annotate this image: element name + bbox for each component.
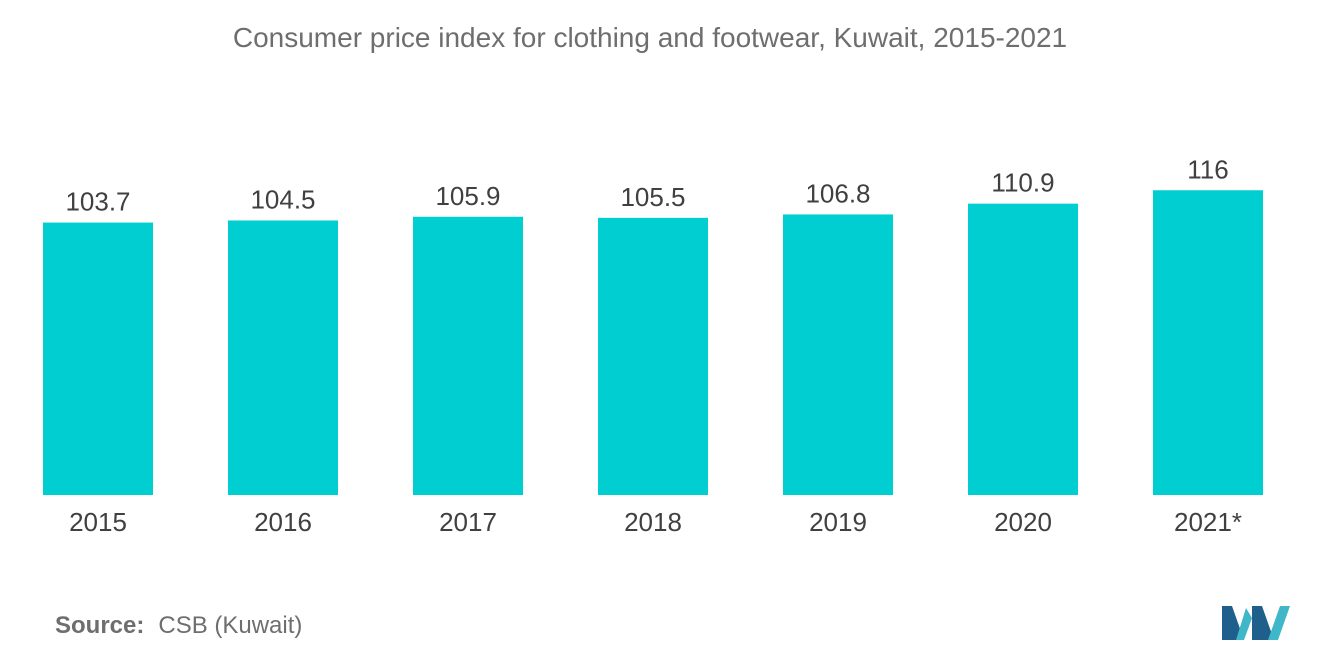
x-tick-label-2017: 2017	[439, 507, 497, 537]
value-label-2019: 106.8	[805, 178, 870, 208]
value-label-2020: 110.9	[991, 168, 1054, 198]
bar-2021*	[1153, 190, 1263, 495]
x-tick-label-2018: 2018	[624, 507, 682, 537]
value-label-2018: 105.5	[620, 182, 685, 212]
x-tick-label-2020: 2020	[994, 507, 1052, 537]
value-label-2016: 104.5	[250, 184, 315, 214]
bars-group	[43, 190, 1263, 496]
bar-chart: 103.7 104.5 105.9 105.5 106.8 110.9 116 2015 20…	[43, 154, 1263, 537]
bar-2016	[228, 220, 338, 495]
source-text: CSB (Kuwait)	[158, 612, 303, 639]
x-tick-label-2021*: 2021*	[1174, 507, 1242, 537]
x-tick-label-2015: 2015	[69, 507, 127, 537]
value-labels-group: 103.7 104.5 105.9 105.5 106.8 110.9 116	[65, 154, 1228, 216]
source-note: Source: CSB (Kuwait)	[55, 612, 302, 640]
mordor-intelligence-logo-icon	[1222, 606, 1290, 640]
value-label-2017: 105.9	[435, 181, 500, 211]
bar-2015	[43, 222, 153, 495]
bar-2020	[968, 203, 1078, 496]
source-label: Source:	[55, 612, 145, 639]
chart-title: Consumer price index for clothing and fo…	[232, 22, 1068, 53]
bar-2017	[413, 216, 523, 495]
bar-2019	[783, 214, 893, 496]
x-tick-labels-group: 2015 2016 2017 2018 2019 2020 2021*	[69, 507, 1242, 537]
bar-2018	[598, 217, 708, 495]
x-tick-label-2019: 2019	[809, 507, 867, 537]
value-label-2015: 103.7	[65, 187, 130, 217]
value-label-2021*: 116	[1187, 154, 1228, 184]
x-tick-label-2016: 2016	[254, 507, 312, 537]
